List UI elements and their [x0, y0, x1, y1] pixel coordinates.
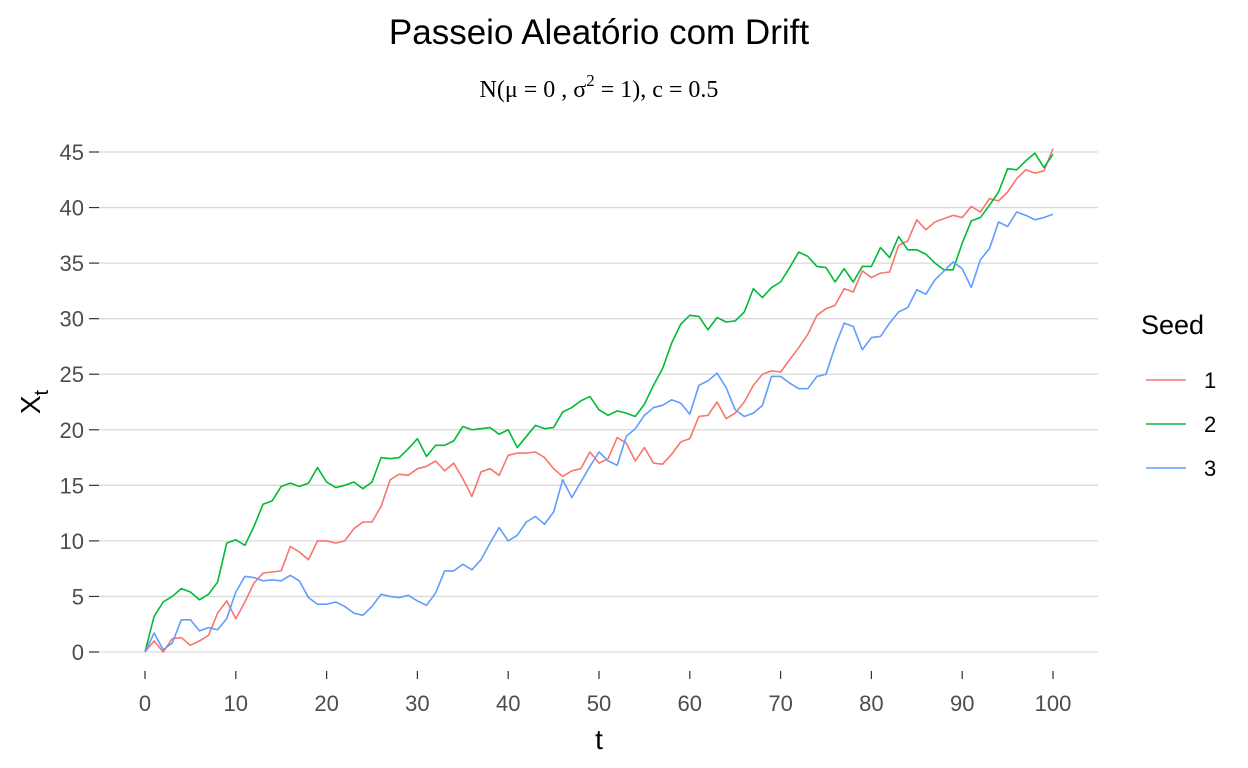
subtitle-part-a: N(μ = 0 , σ — [480, 77, 587, 103]
legend: Seed 1 2 3 — [1141, 310, 1216, 481]
subtitle-part-b: = 1), c = 0.5 — [595, 77, 719, 103]
series-line-seed-1 — [144, 148, 1054, 653]
series-line-seed-3 — [144, 211, 1054, 653]
y-axis-label: Xt — [15, 389, 53, 414]
x-tick-label-40: 40 — [496, 691, 520, 716]
chart-subtitle: N(μ = 0 , σ2 = 1), c = 0.5 — [480, 71, 719, 103]
legend-label-seed-2: 2 — [1204, 412, 1216, 437]
legend-title: Seed — [1141, 310, 1204, 340]
x-tick-label-50: 50 — [587, 691, 611, 716]
x-tick-label-60: 60 — [678, 691, 702, 716]
x-tick-label-90: 90 — [950, 691, 974, 716]
y-tick-label-0: 0 — [72, 640, 84, 665]
x-axis-ticks: 0 10 20 30 40 50 60 70 80 90 100 — [139, 671, 1071, 716]
series-lines — [144, 148, 1054, 653]
y-tick-label-5: 5 — [72, 584, 84, 609]
legend-label-seed-1: 1 — [1204, 368, 1216, 393]
y-axis-ticks: 0 5 10 15 20 25 30 35 40 45 — [60, 140, 99, 665]
chart-title: Passeio Aleatório com Drift — [389, 13, 809, 52]
x-tick-label-100: 100 — [1035, 691, 1072, 716]
y-tick-label-30: 30 — [60, 307, 84, 332]
gridlines — [99, 151, 1098, 653]
y-tick-label-45: 45 — [60, 140, 84, 165]
x-tick-label-30: 30 — [405, 691, 429, 716]
y-tick-label-35: 35 — [60, 251, 84, 276]
series-line-seed-2 — [144, 152, 1054, 653]
x-tick-label-80: 80 — [859, 691, 883, 716]
subtitle-superscript: 2 — [586, 71, 595, 90]
y-tick-label-10: 10 — [60, 529, 84, 554]
y-tick-label-15: 15 — [60, 473, 84, 498]
y-tick-label-25: 25 — [60, 362, 84, 387]
x-tick-label-20: 20 — [314, 691, 338, 716]
x-tick-label-0: 0 — [139, 691, 151, 716]
y-tick-label-20: 20 — [60, 418, 84, 443]
x-tick-label-10: 10 — [224, 691, 248, 716]
y-tick-label-40: 40 — [60, 196, 84, 221]
legend-label-seed-3: 3 — [1204, 456, 1216, 481]
y-axis-label-subscript: t — [31, 389, 53, 395]
x-tick-label-70: 70 — [768, 691, 792, 716]
y-axis-label-main: X — [15, 395, 46, 414]
x-axis-label: t — [595, 724, 603, 755]
